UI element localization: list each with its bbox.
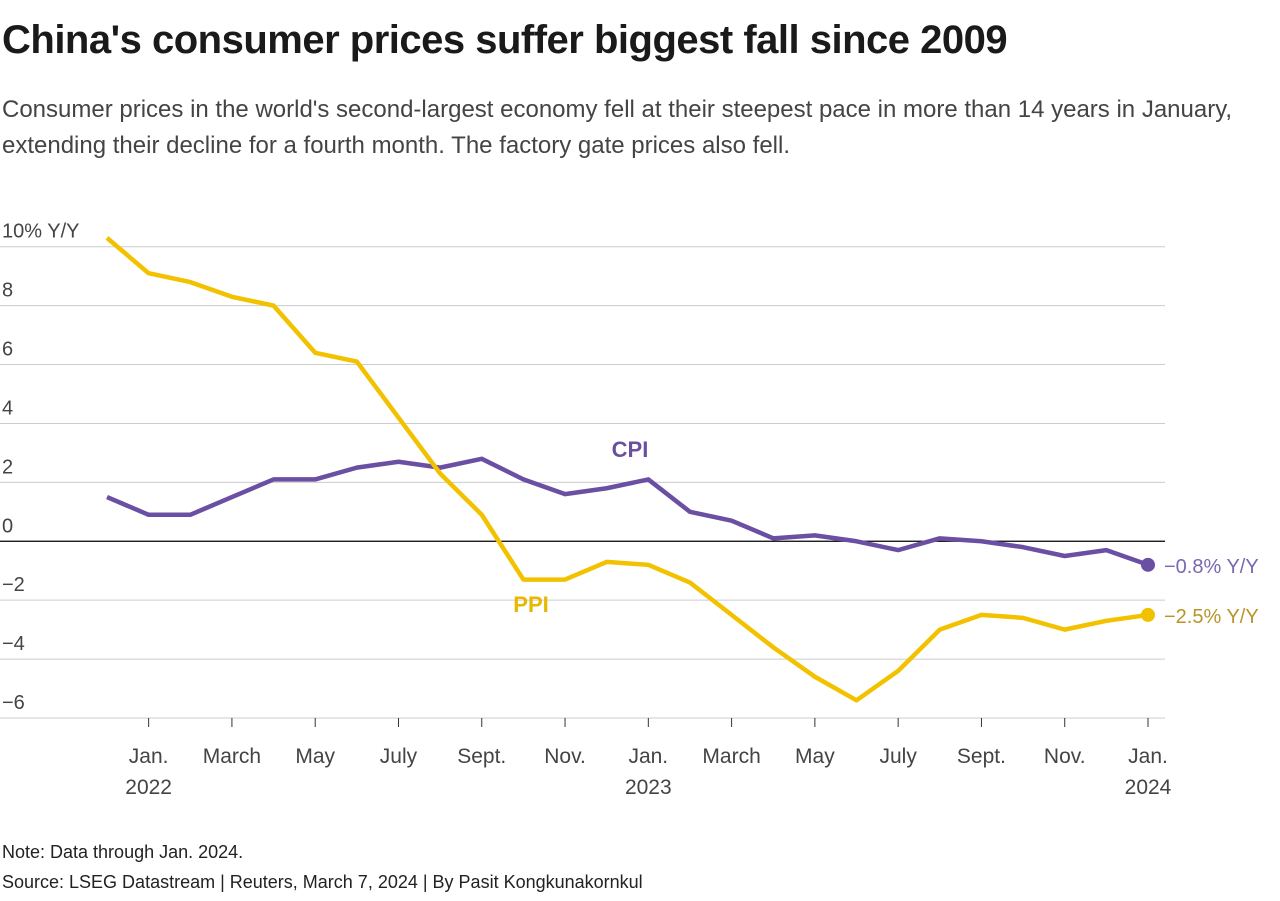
- line: [105, 236, 1149, 703]
- source: Source: LSEG Datastream | Reuters, March…: [2, 872, 643, 892]
- chart-subtitle: Consumer prices in the world's second-la…: [2, 96, 1233, 159]
- end-marker: [1141, 607, 1155, 622]
- x-tick-label: March: [702, 745, 760, 768]
- x-tick-label: Sept.: [957, 745, 1006, 768]
- x-tick-label: May: [795, 745, 835, 768]
- note: Note: Data through Jan. 2024.: [2, 842, 244, 862]
- chart: −6 −4 −2 0 2 4 6 8 10% Y/Y Jan. 2022 March May July Se…: [0, 221, 1259, 799]
- x-tick-label: Jan. 2022: [125, 745, 172, 799]
- series-label: PPI: [513, 592, 548, 617]
- end-label: −0.8% Y/Y: [1164, 556, 1259, 578]
- chart-title: China's consumer prices suffer biggest f…: [2, 18, 1008, 62]
- y-tick-label: 8: [2, 280, 13, 302]
- y-tick-label: 4: [2, 397, 13, 419]
- x-tick-label: Jan. 2023: [625, 745, 672, 799]
- y-tick-label: −2: [2, 574, 25, 596]
- y-tick-label: −4: [2, 633, 25, 655]
- x-tick-label: July: [879, 745, 917, 768]
- x-tick-label: Jan. 2024: [1125, 745, 1172, 799]
- x-tick-label: Nov.: [544, 745, 586, 768]
- x-tick-label: May: [295, 745, 335, 768]
- x-tick-label: Nov.: [1044, 745, 1086, 768]
- series-label: CPI: [612, 437, 649, 462]
- x-tick-label: March: [203, 745, 261, 768]
- line: [106, 456, 1149, 567]
- x-tick-label: July: [380, 745, 418, 768]
- end-marker: [1141, 557, 1155, 572]
- y-tick-label: 2: [2, 456, 13, 478]
- y-tick-label: 10% Y/Y: [2, 221, 79, 243]
- x-tick-label: Sept.: [457, 745, 506, 768]
- end-label: −2.5% Y/Y: [1164, 606, 1259, 628]
- y-tick-label: 6: [2, 339, 13, 361]
- y-tick-label: −6: [2, 692, 25, 714]
- y-tick-label: 0: [2, 515, 13, 537]
